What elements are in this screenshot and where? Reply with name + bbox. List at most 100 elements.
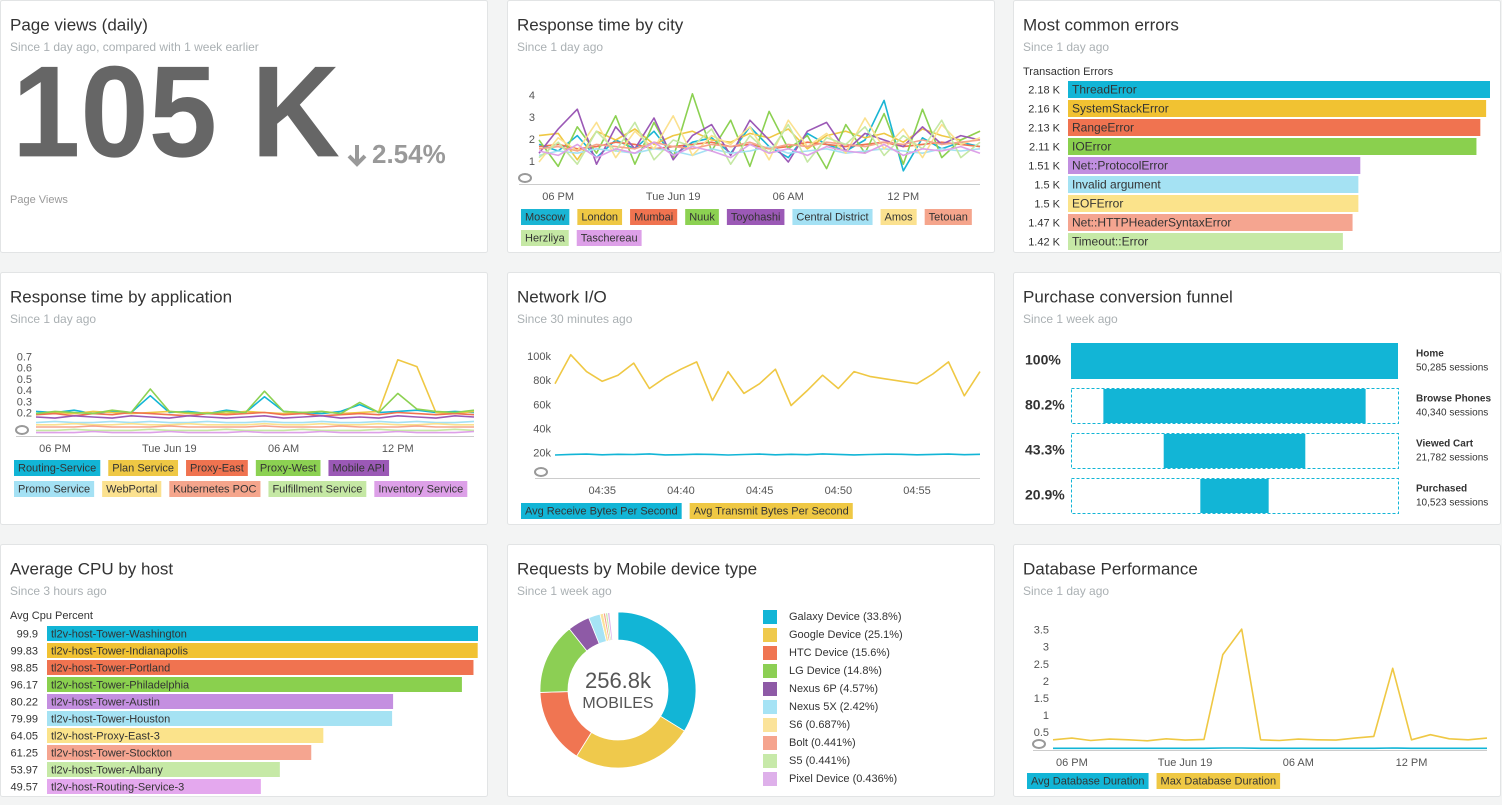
legend-label: Nuuk	[689, 211, 715, 223]
y-tick-label: 3.5	[1034, 625, 1049, 637]
funnel-sessions: 21,782 sessions	[1416, 453, 1488, 464]
y-tick-label: 80k	[533, 375, 551, 387]
y-tick-label: 2	[529, 134, 535, 146]
metric-label: Page Views	[10, 194, 68, 206]
bar-label: Timeout::Error	[1072, 235, 1148, 249]
value-label: 53.97	[10, 764, 38, 776]
funnel-bar	[1164, 434, 1306, 468]
legend-swatch	[763, 754, 777, 768]
bar-label: Invalid argument	[1072, 178, 1161, 192]
legend-label: Nexus 6P (4.57%)	[789, 683, 878, 695]
y-tick-label: 1.5	[1034, 693, 1049, 705]
panel-subtitle: Since 1 day ago	[1023, 584, 1109, 598]
panel-subtitle: Since 1 day ago	[10, 312, 96, 326]
value-label: 2.16 K	[1028, 103, 1060, 115]
legend-swatch	[763, 736, 777, 750]
legend-label: Avg Receive Bytes Per Second	[525, 505, 678, 517]
panel-title: Requests by Mobile device type	[517, 559, 757, 578]
value-label: 61.25	[10, 747, 38, 759]
bar-label: tl2v-host-Tower-Washington	[51, 628, 187, 640]
x-tick-label: Tue Jun 19	[646, 191, 701, 203]
legend-swatch	[763, 772, 777, 786]
value-label: 2.18 K	[1028, 84, 1060, 96]
x-tick-label: 06 AM	[268, 443, 299, 455]
legend-label: Inventory Service	[378, 483, 463, 495]
funnel-sessions: 50,285 sessions	[1416, 363, 1488, 374]
legend-label: Kubernetes POC	[173, 483, 256, 495]
funnel-percent: 43.3%	[1025, 442, 1065, 458]
bar-label: tl2v-host-Tower-Houston	[51, 713, 170, 725]
legend-swatch	[763, 664, 777, 678]
panel-subtitle: Since 1 week ago	[517, 584, 612, 598]
funnel-bar	[1071, 343, 1398, 379]
x-tick-label: 06 AM	[1283, 757, 1314, 769]
value-label: 1.51 K	[1028, 160, 1060, 172]
bar-label: EOFError	[1072, 197, 1123, 211]
x-tick-label: Tue Jun 19	[1158, 757, 1213, 769]
value-label: 98.85	[10, 662, 38, 674]
y-tick-label: 4	[529, 90, 535, 102]
x-tick-label: 04:45	[746, 485, 774, 497]
legend-label: S5 (0.441%)	[789, 755, 850, 767]
legend-label: Avg Database Duration	[1031, 775, 1145, 787]
panel-title: Purchase conversion funnel	[1023, 287, 1233, 306]
legend-label: Galaxy Device (33.8%)	[789, 611, 902, 623]
legend-swatch	[763, 646, 777, 660]
bar-label: ThreadError	[1072, 83, 1137, 97]
y-tick-label: 1	[1043, 710, 1049, 722]
funnel-percent: 100%	[1025, 352, 1061, 368]
funnel-percent: 20.9%	[1025, 487, 1065, 503]
value-label: 99.9	[17, 628, 38, 640]
series-line	[36, 426, 474, 427]
legend-label: Bolt (0.441%)	[789, 737, 856, 749]
value-label: 99.83	[10, 645, 38, 657]
legend-label: Amos	[885, 211, 914, 223]
legend-label: Fulfillment Service	[272, 483, 362, 495]
y-tick-label: 0.5	[17, 374, 32, 386]
bar-label: tl2v-host-Proxy-East-3	[51, 730, 160, 742]
donut-total: 256.8k	[585, 668, 652, 693]
funnel-percent: 80.2%	[1025, 397, 1065, 413]
value-label: 64.05	[10, 730, 38, 742]
y-tick-label: 100k	[527, 351, 551, 363]
funnel-step: Viewed Cart	[1416, 439, 1474, 450]
y-tick-label: 3	[1043, 642, 1049, 654]
value-label: 96.17	[10, 679, 38, 691]
legend-label: Routing-Service	[18, 462, 96, 474]
value-label: 1.5 K	[1034, 198, 1060, 210]
x-tick-label: 06 AM	[773, 191, 804, 203]
panel-subtitle: Since 1 day ago	[517, 40, 603, 54]
legend-label: Avg Transmit Bytes Per Second	[694, 505, 849, 517]
legend-swatch	[763, 718, 777, 732]
y-tick-label: 1	[529, 156, 535, 168]
axis-label: Avg Cpu Percent	[10, 610, 93, 622]
panel-title: Page views (daily)	[10, 15, 148, 34]
value-label: 49.57	[10, 781, 38, 793]
y-tick-label: 20k	[533, 448, 551, 460]
y-tick-label: 0.4	[17, 385, 32, 397]
y-tick-label: 0.3	[17, 396, 32, 408]
bar-label: tl2v-host-Tower-Philadelphia	[51, 679, 190, 691]
x-tick-label: 04:35	[588, 485, 616, 497]
series-line	[555, 454, 980, 455]
big-number: 105 K	[12, 38, 340, 184]
y-tick-label: 3	[529, 112, 535, 124]
legend-label: Pixel Device (0.436%)	[789, 773, 897, 785]
value-label: 2.13 K	[1028, 122, 1060, 134]
bar-label: tl2v-host-Tower-Albany	[51, 764, 163, 776]
panel-subtitle: Since 30 minutes ago	[517, 312, 633, 326]
panel: Response time by application Since 1 day …	[1, 273, 488, 525]
panel-title: Response time by application	[10, 287, 232, 306]
panel-title: Average CPU by host	[10, 559, 173, 578]
y-tick-label: 60k	[533, 399, 551, 411]
legend-label: Promo Service	[18, 483, 90, 495]
legend-label: London	[581, 211, 618, 223]
y-tick-label: 40k	[533, 424, 551, 436]
legend-label: Google Device (25.1%)	[789, 629, 903, 641]
legend-label: Mobile API	[332, 462, 385, 474]
legend-swatch	[763, 700, 777, 714]
panel-title: Most common errors	[1023, 15, 1179, 34]
